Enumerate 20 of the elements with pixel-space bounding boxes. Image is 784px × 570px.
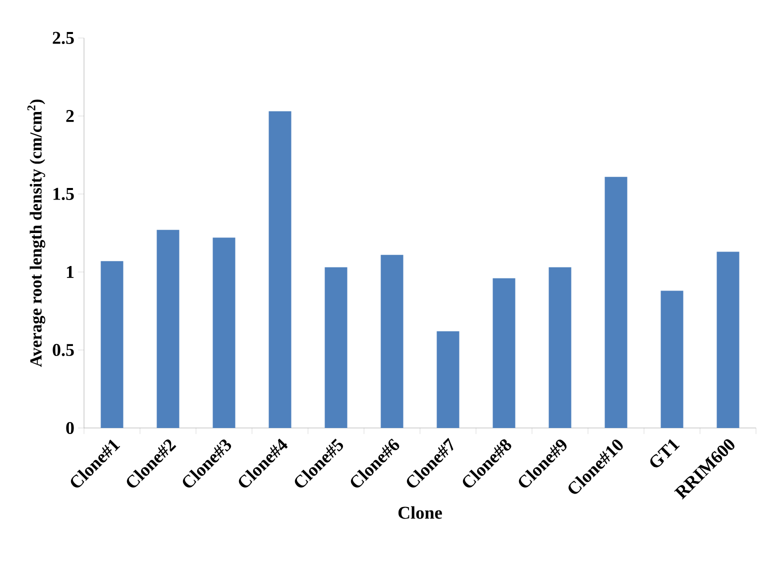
bar — [716, 252, 740, 428]
bar — [436, 331, 460, 428]
bar — [156, 230, 180, 428]
bar — [324, 267, 348, 428]
y-tick-label: 0 — [66, 422, 74, 434]
bar — [100, 261, 124, 428]
bar — [492, 278, 516, 428]
y-tick-label: 1.5 — [54, 188, 74, 200]
y-tick-label: 2 — [66, 110, 74, 122]
x-axis-title: Clone — [398, 506, 442, 519]
y-tick-label: 1 — [66, 266, 74, 278]
bar — [380, 254, 404, 428]
bar — [604, 176, 628, 428]
y-tick-label: 2.5 — [52, 32, 74, 44]
y-tick-label: 0.5 — [52, 344, 74, 356]
bar — [660, 290, 684, 428]
y-axis-title: Average root length density (cm/cm$^{2}$) — [27, 100, 46, 367]
bar — [212, 238, 236, 428]
bar — [548, 267, 572, 428]
bar — [268, 111, 292, 428]
